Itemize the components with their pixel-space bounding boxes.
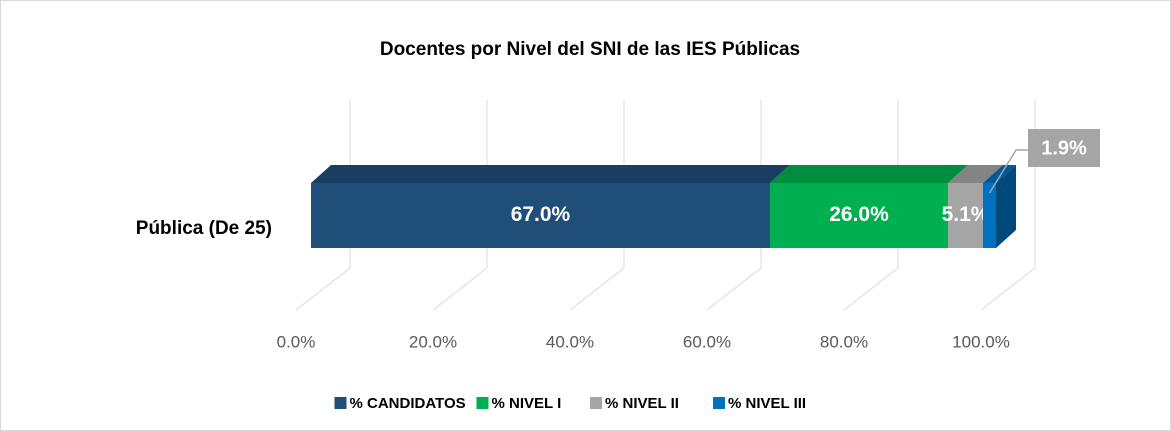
x-tick-label: 40.0%: [546, 332, 594, 351]
legend-label: % NIVEL II: [605, 395, 679, 412]
callout-box: [1028, 129, 1100, 167]
grid-line: [295, 267, 351, 311]
grid-line: [980, 267, 1036, 311]
x-tick-label: 0.0%: [277, 332, 316, 351]
legend-swatch: [713, 397, 725, 409]
legend-label: % NIVEL III: [728, 395, 806, 412]
bar: [982, 183, 996, 248]
grid-line: [706, 267, 762, 311]
legend-swatch: [476, 397, 489, 409]
legend-swatch: [334, 397, 347, 409]
chart-title: Docentes por Nivel del SNI de las IES Pú…: [380, 39, 800, 60]
grid-line: [843, 267, 899, 311]
category-label: Pública (De 25): [136, 218, 272, 239]
bar-top: [311, 165, 790, 183]
grid-line: [432, 267, 488, 311]
x-tick-label: 80.0%: [820, 332, 868, 351]
label-leader: [988, 149, 1028, 194]
bar: [769, 183, 949, 248]
x-tick-label: 60.0%: [683, 332, 731, 351]
bar-top: [982, 165, 1016, 183]
bar-side: [996, 165, 1016, 248]
legend-swatch: [590, 397, 602, 409]
bar-top: [769, 165, 969, 183]
value-label: 5.1%: [942, 203, 990, 226]
bar: [311, 183, 770, 248]
x-tick-label: 20.0%: [409, 332, 457, 351]
grid-line: [569, 267, 625, 311]
bar: [948, 183, 983, 248]
legend-label: % CANDIDATOS: [350, 395, 466, 412]
x-tick-label: 100.0%: [952, 332, 1010, 351]
legend-label: % NIVEL I: [492, 395, 562, 412]
value-label: 26.0%: [829, 203, 889, 226]
bar-top: [948, 165, 1003, 183]
value-label: 1.9%: [1041, 137, 1087, 159]
value-label: 67.0%: [511, 203, 571, 226]
